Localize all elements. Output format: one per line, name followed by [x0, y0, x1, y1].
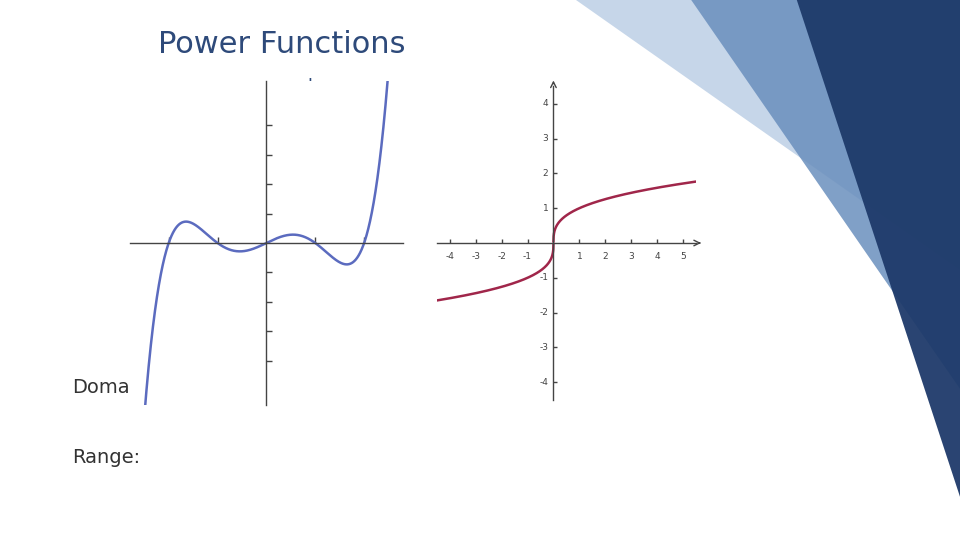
Text: 2: 2: [603, 252, 608, 261]
Text: 2: 2: [542, 169, 548, 178]
Text: -4: -4: [445, 252, 454, 261]
Text: Power Functions: Power Functions: [158, 30, 406, 59]
Text: 3: 3: [629, 252, 634, 261]
Text: -1: -1: [523, 252, 532, 261]
Text: 1: 1: [577, 252, 582, 261]
Text: Range:: Range:: [72, 448, 140, 467]
Text: Domain:: Domain:: [72, 378, 154, 397]
Text: b: b: [307, 78, 319, 96]
Text: -2: -2: [497, 252, 506, 261]
Text: 4: 4: [542, 99, 548, 109]
Text: 5: 5: [681, 252, 685, 261]
Polygon shape: [691, 0, 960, 389]
Text: f(x) = ax: f(x) = ax: [158, 84, 293, 113]
Text: -1: -1: [540, 273, 548, 282]
Text: -3: -3: [471, 252, 480, 261]
Polygon shape: [576, 0, 960, 270]
Text: 1: 1: [542, 204, 548, 213]
Text: 4: 4: [655, 252, 660, 261]
Text: -4: -4: [540, 377, 548, 387]
Text: -3: -3: [540, 343, 548, 352]
Polygon shape: [797, 0, 960, 497]
Text: -2: -2: [540, 308, 548, 317]
Text: 3: 3: [542, 134, 548, 143]
